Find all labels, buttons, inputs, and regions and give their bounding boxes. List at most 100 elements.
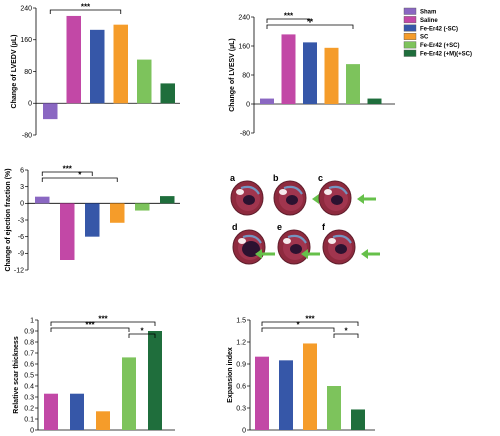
y-tick-label: 0.1	[24, 416, 34, 423]
scar-region	[287, 234, 307, 244]
bar-fe-er42-sc-	[90, 29, 105, 104]
bar-saline	[255, 356, 269, 430]
legend-entry: SC	[420, 35, 429, 41]
green-arrow-head	[312, 194, 319, 204]
significance-bracket	[261, 327, 335, 332]
bar-sc	[303, 343, 317, 430]
heart-cavity	[286, 195, 298, 205]
y-tick-label: 0.9	[24, 328, 34, 335]
heart-section-images: a b c d e f	[230, 173, 380, 265]
significance-label: ***	[81, 3, 91, 12]
heart-cavity	[335, 244, 347, 254]
heart-panel-f: f	[322, 222, 380, 265]
y-tick-label: 1.2	[236, 339, 246, 346]
green-arrow-head	[301, 249, 308, 259]
y-axis-label: Change of LVESV (µL)	[229, 38, 236, 112]
bar-saline	[281, 34, 296, 104]
heart-cavity	[242, 241, 260, 257]
bar-sc	[113, 24, 128, 104]
y-axis-label: Change of LVEDV (µL)	[11, 35, 18, 109]
y-tick-label: 0.3	[236, 405, 246, 412]
panel-label: f	[322, 222, 326, 232]
legend-swatch	[403, 41, 417, 49]
tissue-highlight	[238, 238, 246, 244]
y-tick-label: 6	[20, 167, 24, 174]
scar-region	[332, 234, 352, 244]
heart-cavity	[243, 195, 255, 205]
significance-bracket	[266, 18, 311, 23]
y-tick-label: 0	[242, 427, 246, 434]
y-tick-label: -80	[22, 132, 32, 139]
y-tick-label: 0	[20, 201, 24, 208]
legend: Sham Saline Fe-Er42 (-SC) SC Fe-Er42 (+SC) Fe…	[403, 7, 472, 58]
legend-swatch	[403, 49, 417, 57]
legend-entry: Fe-Er42 (-SC)	[420, 26, 458, 32]
significance-label: ***	[85, 321, 95, 330]
y-tick-label: 0.3	[24, 394, 34, 401]
bar-fe-er42-sc-	[346, 64, 360, 104]
y-tick-label: 0.8	[24, 339, 34, 346]
bar-fe-er42-m-sc-	[367, 98, 382, 104]
lvedv-chart: -80 0 80 160 240 Change of LVEDV (µL) ***	[11, 3, 180, 139]
significance-bracket	[261, 321, 359, 326]
bar-saline	[66, 15, 81, 104]
panel-label: c	[318, 173, 323, 183]
tissue-highlight	[328, 238, 336, 244]
significance-bracket	[128, 333, 156, 338]
scar-region	[240, 185, 260, 195]
heart-panel-b: b	[273, 173, 331, 216]
significance-label: ***	[63, 165, 73, 174]
green-arrow-head	[361, 249, 368, 259]
significance-bracket	[266, 24, 354, 29]
significance-label: *	[140, 327, 144, 336]
y-tick-label: 0.5	[24, 372, 34, 379]
y-tick-label: -12	[14, 267, 24, 274]
significance-label: **	[307, 18, 314, 27]
legend-entry: Saline	[420, 18, 438, 24]
y-tick-label: 0.2	[24, 405, 34, 412]
bar-fe-er42-sc-	[122, 357, 136, 430]
bar-saline	[44, 393, 58, 430]
y-tick-label: -3	[18, 217, 24, 224]
legend-swatch	[403, 24, 417, 32]
scar-region	[242, 234, 262, 244]
legend-swatch	[403, 33, 417, 40]
y-axis-label: Relative scar thickness	[13, 336, 20, 414]
y-tick-label: 0	[28, 101, 32, 108]
significance-label: *	[296, 321, 300, 330]
bar-sc	[96, 411, 110, 430]
bar-fe-er42-sc-	[85, 203, 100, 237]
legend-entry: Fe-Er42 (+M)(+SC)	[420, 52, 472, 58]
tissue-highlight	[236, 189, 244, 195]
y-tick-label: 0.6	[236, 383, 246, 390]
tissue-highlight	[279, 189, 287, 195]
bar-fe-er42-sc-	[137, 59, 152, 104]
panel-label: b	[273, 173, 279, 183]
heart-panel-e: e	[277, 222, 320, 265]
legend-entry: Sham	[420, 10, 436, 16]
legend-entry: Fe-Er42 (+SC)	[420, 43, 460, 49]
y-tick-label: 0.6	[24, 361, 34, 368]
significance-label: ***	[284, 12, 294, 21]
bar-sham	[260, 98, 274, 104]
tissue-highlight	[283, 238, 291, 244]
y-tick-label: 3	[20, 184, 24, 191]
y-tick-label: 0.9	[236, 361, 246, 368]
y-tick-label: 160	[20, 37, 32, 44]
heart-panel-c: c	[318, 173, 376, 216]
bar-fe-er42-m-sc-	[148, 331, 162, 430]
heart-panel-d: d	[232, 222, 275, 265]
bar-sc	[324, 47, 339, 104]
legend-swatch	[403, 7, 417, 15]
significance-bracket	[49, 9, 122, 14]
bar-saline	[60, 203, 75, 260]
rst-chart: 0 0.1 0.2 0.3 0.4 0.5 0.6 0.7 0.8 0.9 1 Relative sc…	[13, 315, 175, 434]
bar-fe-er42-sc-	[70, 393, 84, 430]
bar-fe-er42-sc-	[303, 42, 317, 104]
green-arrow-head	[255, 249, 262, 259]
significance-bracket	[41, 171, 93, 176]
heart-cavity	[290, 244, 302, 254]
